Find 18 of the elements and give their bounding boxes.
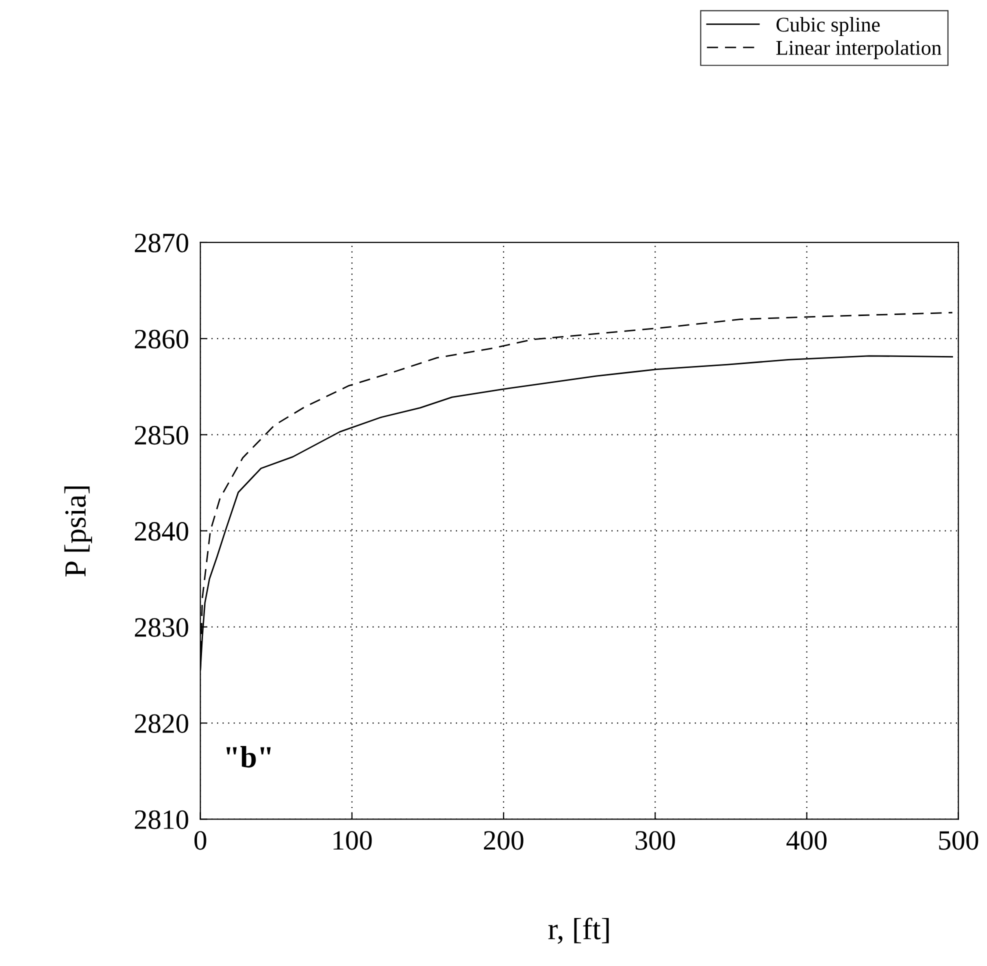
- y-tick-label: 2850: [134, 426, 188, 445]
- x-tick-label: 0: [194, 831, 206, 850]
- annotation: "b": [226, 746, 271, 768]
- x-tick-label: 400: [786, 831, 827, 850]
- y-tick-label: 2830: [134, 618, 188, 637]
- y-tick-label: 2810: [134, 810, 188, 830]
- y-tick-label: 2820: [134, 714, 188, 733]
- y-tick-label: 2870: [134, 234, 188, 252]
- x-axis-title: r, [ft]: [548, 918, 609, 944]
- y-tick-label: 2840: [134, 522, 188, 541]
- legend-label: Linear interpolation: [776, 40, 942, 60]
- y-axis-title: P [psia]: [64, 486, 92, 576]
- legend-label: Cubic spline: [776, 17, 880, 36]
- x-tick-label: 500: [939, 831, 978, 850]
- x-tick-label: 100: [334, 831, 372, 850]
- x-tick-label: 200: [484, 831, 524, 850]
- x-tick-label: 300: [636, 831, 675, 850]
- y-tick-label: 2860: [134, 330, 188, 348]
